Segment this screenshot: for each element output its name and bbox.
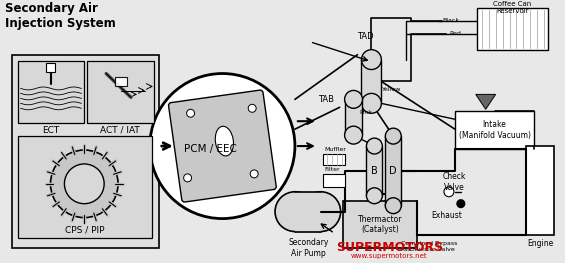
Circle shape xyxy=(275,192,315,231)
Bar xyxy=(18,60,84,123)
Bar xyxy=(18,136,152,239)
Text: SUPERMOTORS: SUPERMOTORS xyxy=(336,241,443,254)
Text: Red: Red xyxy=(449,31,461,36)
Bar xyxy=(323,174,345,187)
Text: Pink: Pink xyxy=(359,110,372,115)
Bar xyxy=(362,60,381,103)
Bar xyxy=(477,8,548,50)
Text: www.supermotors.net: www.supermotors.net xyxy=(351,253,428,259)
Text: Coffee Can
Reservoir: Coffee Can Reservoir xyxy=(493,1,532,14)
Circle shape xyxy=(301,192,341,231)
Circle shape xyxy=(362,93,381,113)
Text: Combined Bypass
& Diverter Valve: Combined Bypass & Diverter Valve xyxy=(401,241,457,252)
Bar xyxy=(115,77,127,87)
Circle shape xyxy=(457,200,465,208)
Bar xyxy=(527,146,554,235)
Circle shape xyxy=(184,174,192,182)
Ellipse shape xyxy=(215,126,233,156)
Bar xyxy=(367,146,383,196)
Text: TAB: TAB xyxy=(318,95,334,104)
Text: Engine: Engine xyxy=(527,239,554,248)
Text: ECT: ECT xyxy=(42,126,59,135)
Bar xyxy=(87,60,154,123)
Circle shape xyxy=(345,90,363,108)
Circle shape xyxy=(64,164,104,204)
Text: D: D xyxy=(389,166,397,176)
Circle shape xyxy=(248,104,256,112)
Bar xyxy=(46,63,55,72)
Circle shape xyxy=(150,74,295,219)
Circle shape xyxy=(367,138,383,154)
Bar xyxy=(342,201,417,248)
Circle shape xyxy=(367,188,383,204)
Bar xyxy=(12,55,159,248)
Bar xyxy=(323,154,345,165)
Text: Intake
(Manifold Vacuum): Intake (Manifold Vacuum) xyxy=(459,120,531,140)
Text: CPS / PIP: CPS / PIP xyxy=(64,225,104,234)
Text: ACT / IAT: ACT / IAT xyxy=(100,126,140,135)
Bar xyxy=(345,99,363,135)
Circle shape xyxy=(186,109,194,117)
Text: Exhaust: Exhaust xyxy=(432,211,462,220)
Circle shape xyxy=(362,50,381,69)
FancyBboxPatch shape xyxy=(168,90,276,202)
Text: Secondary
Air Pump: Secondary Air Pump xyxy=(289,239,329,258)
Bar xyxy=(295,192,321,231)
Text: Check
Valve: Check Valve xyxy=(442,172,466,191)
Text: Filter: Filter xyxy=(325,168,340,173)
Text: B: B xyxy=(371,166,378,176)
Text: Yellow: Yellow xyxy=(383,87,402,92)
Text: TAD: TAD xyxy=(358,32,374,41)
Circle shape xyxy=(385,128,401,144)
Circle shape xyxy=(345,126,363,144)
Text: Muffler: Muffler xyxy=(325,146,346,151)
Text: PCM / EEC: PCM / EEC xyxy=(184,144,237,154)
Bar xyxy=(455,111,534,149)
Bar xyxy=(385,136,401,206)
Circle shape xyxy=(50,150,118,218)
Text: Secondary Air
Injection System: Secondary Air Injection System xyxy=(5,2,116,30)
Text: Black: Black xyxy=(442,18,459,23)
Text: Thermactor
(Catalyst): Thermactor (Catalyst) xyxy=(358,215,402,234)
Circle shape xyxy=(385,198,401,214)
Polygon shape xyxy=(476,94,496,109)
Circle shape xyxy=(250,170,258,178)
Circle shape xyxy=(444,187,454,197)
